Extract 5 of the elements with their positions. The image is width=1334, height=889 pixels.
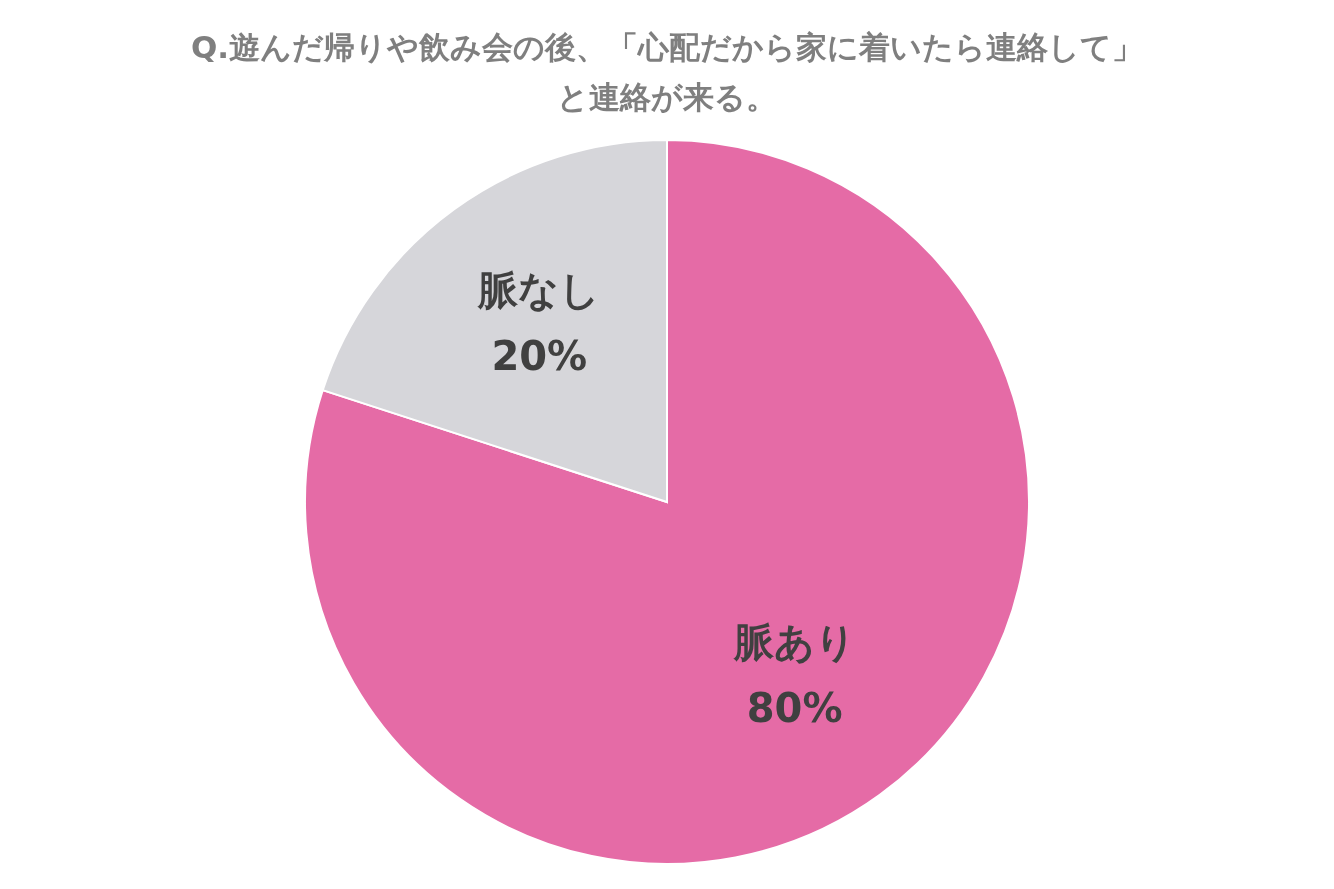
chart-title: Q.遊んだ帰りや飲み会の後、「心配だから家に着いたら連絡して」と連絡が来る。 — [189, 28, 1145, 117]
slice-label: 脈なし — [477, 267, 601, 314]
data-label: 20% — [491, 333, 588, 380]
slice-label: 脈あり — [732, 618, 856, 665]
data-label: 80% — [746, 684, 843, 731]
